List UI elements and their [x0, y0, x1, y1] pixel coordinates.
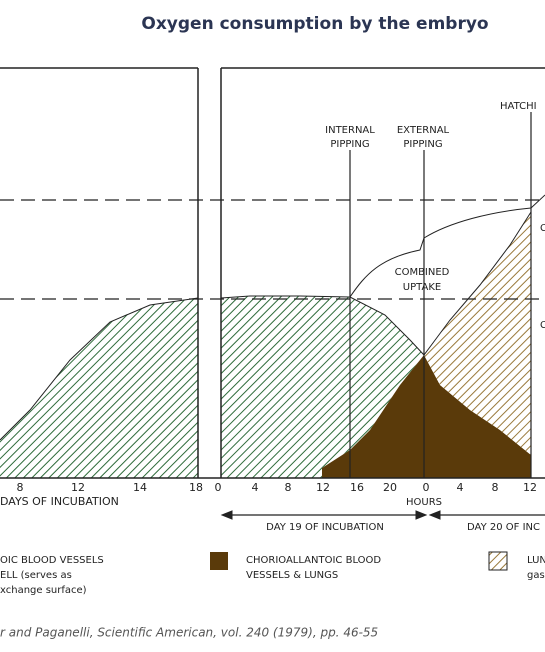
axis-label: HOURS — [406, 497, 442, 508]
x-tick-label: 4 — [252, 481, 259, 494]
x-tick-label: 12 — [316, 481, 330, 494]
curve-label: UPTAKE — [403, 282, 441, 293]
x-tick-label: 8 — [285, 481, 292, 494]
x-tick-label: 20 — [383, 481, 397, 494]
plot-shapes — [0, 67, 545, 571]
x-tick-label: 0 — [423, 481, 430, 494]
legend-label: OIC BLOOD VESSELS — [0, 555, 104, 566]
x-tick-label: 8 — [17, 481, 24, 494]
x-tick-label: 18 — [189, 481, 203, 494]
legend-label: CHORIOALLANTOIC BLOOD — [246, 555, 381, 566]
x-tick-label: 4 — [457, 481, 464, 494]
event-label: HATCHI — [500, 101, 537, 112]
legend-label: VESSELS & LUNGS — [246, 570, 338, 581]
legend-label: LUN — [527, 555, 545, 566]
edge-label: C — [540, 320, 545, 331]
period-label: DAY 19 OF INCUBATION — [266, 522, 384, 533]
x-tick-label: 8 — [492, 481, 499, 494]
x-tick-label: 12 — [71, 481, 85, 494]
legend-label: xchange surface) — [0, 585, 87, 596]
event-label: INTERNAL — [325, 125, 375, 136]
edge-label: C — [540, 223, 545, 234]
x-tick-label: 16 — [350, 481, 364, 494]
x-tick-label: 14 — [133, 481, 147, 494]
event-label: EXTERNAL — [397, 125, 450, 136]
x-tick-label: 12 — [523, 481, 537, 494]
legend-label: ELL (serves as — [0, 570, 72, 581]
period-label: DAY 20 OF INC — [467, 522, 540, 533]
x-tick-label: 0 — [215, 481, 222, 494]
event-label: PIPPING — [330, 139, 369, 150]
axis-label: DAYS OF INCUBATION — [0, 495, 119, 508]
curve-label: COMBINED — [395, 267, 450, 278]
event-label: PIPPING — [403, 139, 442, 150]
legend-label: gas — [527, 570, 545, 581]
source: r and Paganelli, Scientific American, vo… — [0, 626, 378, 640]
title: Oxygen consumption by the embryo — [141, 14, 488, 34]
